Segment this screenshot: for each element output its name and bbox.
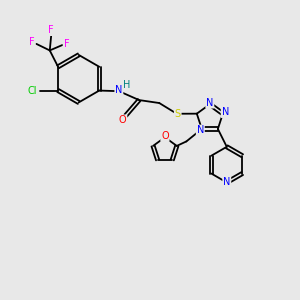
Text: O: O (119, 115, 127, 125)
Text: S: S (175, 109, 181, 119)
Text: F: F (64, 39, 69, 49)
Text: N: N (206, 98, 214, 108)
Text: F: F (48, 25, 54, 35)
Text: N: N (221, 107, 229, 117)
Text: F: F (29, 37, 35, 47)
Text: N: N (196, 125, 204, 135)
Text: H: H (123, 80, 130, 90)
Text: N: N (223, 178, 230, 188)
Text: Cl: Cl (28, 85, 37, 96)
Text: O: O (161, 131, 169, 141)
Text: N: N (115, 85, 123, 95)
